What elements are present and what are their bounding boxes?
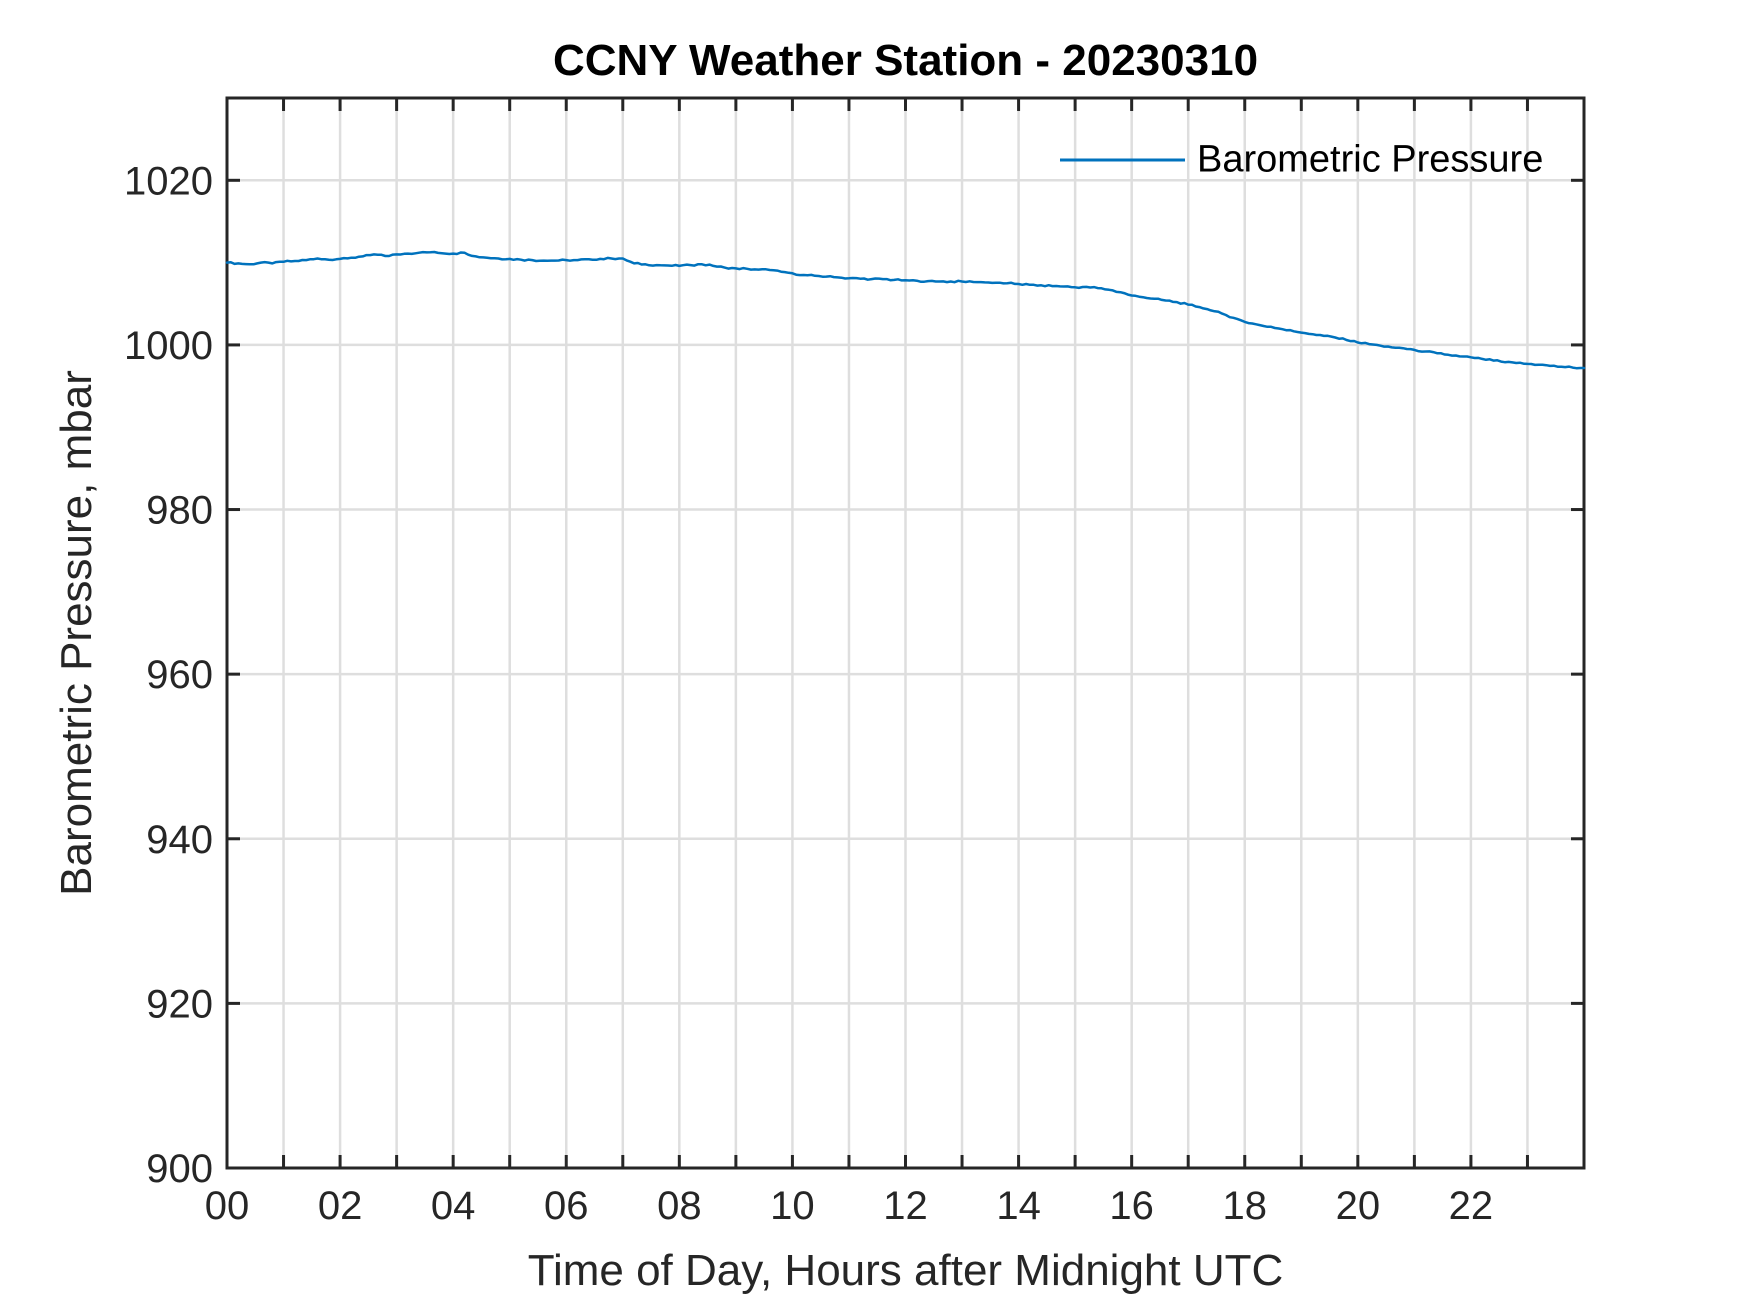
x-tick-label: 14 <box>996 1184 1041 1228</box>
x-tick-label: 16 <box>1109 1184 1154 1228</box>
x-tick-label: 00 <box>205 1184 250 1228</box>
y-tick-label: 900 <box>146 1147 213 1191</box>
x-tick-label: 20 <box>1336 1184 1381 1228</box>
y-tick-label: 980 <box>146 489 213 533</box>
x-tick-label: 02 <box>318 1184 363 1228</box>
y-tick-label: 920 <box>146 982 213 1026</box>
x-tick-label: 12 <box>883 1184 928 1228</box>
x-tick-label: 22 <box>1449 1184 1494 1228</box>
x-axis-label: Time of Day, Hours after Midnight UTC <box>527 1246 1284 1295</box>
y-axis-label: Barometric Pressure, mbar <box>52 370 101 896</box>
legend-entry-label: Barometric Pressure <box>1197 138 1544 181</box>
chart-title: CCNY Weather Station - 20230310 <box>552 36 1259 85</box>
legend-line-sample <box>1060 158 1185 162</box>
pressure-series-line <box>225 250 1586 370</box>
legend: Barometric Pressure <box>1060 139 1543 182</box>
x-tick-label: 10 <box>770 1184 815 1228</box>
y-tick-label: 1020 <box>124 159 213 203</box>
x-tick-label: 08 <box>657 1184 702 1228</box>
y-tick-label: 960 <box>146 653 213 697</box>
x-tick-label: 06 <box>544 1184 589 1228</box>
x-tick-label: 04 <box>431 1184 476 1228</box>
x-tick-label: 18 <box>1223 1184 1268 1228</box>
y-tick-label: 1000 <box>124 324 213 368</box>
y-tick-label: 940 <box>146 818 213 862</box>
